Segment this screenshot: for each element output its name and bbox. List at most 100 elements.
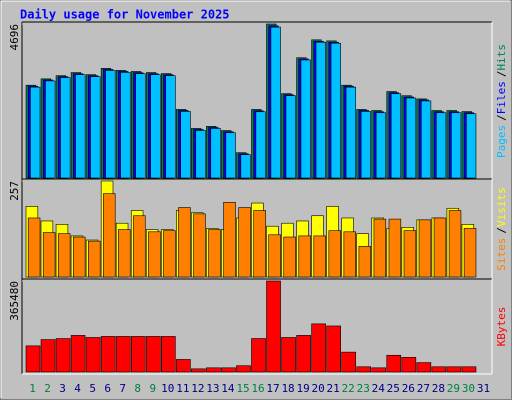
bar [133,215,146,278]
chart-title: Daily usage for November 2025 [20,8,230,22]
bar [72,236,86,278]
bar [240,154,251,179]
x-tick-label: 31 [477,382,490,395]
bar [345,86,357,179]
bar [405,97,417,179]
y-tick-label: 4696 [8,24,21,51]
legend: KBytes [495,307,508,347]
x-tick-label: 21 [327,382,340,395]
bar [130,336,146,373]
bar [115,336,131,373]
x-tick-label: 24 [372,382,386,395]
bar [326,325,341,373]
legend-separator: / [495,227,508,234]
bar [373,218,387,278]
bar [163,230,176,278]
bar [221,367,236,373]
x-tick-label: 11 [176,382,189,395]
bar [180,111,191,179]
x-tick-label: 9 [149,382,156,395]
bar [150,74,161,179]
bar [148,231,161,278]
x-tick-label: 7 [119,382,126,395]
bar [176,359,191,373]
bar [55,338,71,373]
x-tick-label: 26 [402,382,415,395]
bar [208,229,221,278]
bar [356,366,372,373]
bar [341,351,357,373]
x-tick-label: 14 [221,382,235,395]
x-tick-label: 2 [44,382,51,395]
x-tick-label: 20 [312,382,325,395]
bar [390,93,402,179]
bar [165,75,176,179]
x-tick-label: 22 [342,382,355,395]
bar [375,112,387,179]
bar [45,80,56,179]
legend: Sites /Visits [495,187,508,271]
bar [193,213,206,278]
x-tick-label: 5 [89,382,96,395]
bar [433,217,447,278]
bar [420,100,432,179]
x-tick-label: 27 [417,382,430,395]
x-tick-label: 19 [296,382,309,395]
bar [210,128,221,179]
x-tick-label: 16 [251,382,264,395]
bar [371,367,387,373]
legend-entry: Visits [495,187,508,227]
x-tick-label: 6 [104,382,111,395]
bar [40,339,56,373]
bar [100,336,116,373]
bar [416,362,432,373]
x-tick-label: 12 [191,382,204,395]
bar [330,42,341,179]
bar [311,323,326,373]
y-tick-label: 365480 [8,281,21,321]
bar [238,207,251,278]
bar [315,41,326,179]
bar [435,112,447,179]
bar [431,366,447,373]
bar [225,132,236,179]
bar [60,77,71,179]
bar [388,218,402,278]
bar [313,235,326,278]
legend-entry: Pages [495,125,508,158]
bar [191,368,206,373]
bar [360,111,372,179]
bar [401,357,417,373]
bar [251,338,266,373]
bar [285,95,296,179]
x-tick-label: 18 [281,382,294,395]
bar [328,230,341,278]
bar [403,230,417,278]
bar [118,229,131,278]
x-tick-label: 15 [236,382,249,395]
bar [85,337,101,373]
bar [268,234,281,278]
x-tick-label: 10 [161,382,174,395]
x-tick-label: 8 [134,382,141,395]
legend-separator: / [495,114,508,121]
bar [281,337,296,373]
bar [105,70,116,179]
y-tick-label: 257 [8,181,21,201]
legend: Pages/Files/Hits [495,44,508,158]
bar [461,366,477,373]
legend-separator: / [495,71,508,78]
bar [296,335,311,373]
bar [120,72,131,179]
legend-entry: KBytes [495,307,508,347]
x-tick-label: 1 [29,382,36,395]
bar [145,336,161,373]
bar [298,235,311,278]
legend-entry: Files [495,81,508,114]
bar [255,111,266,179]
x-tick-label: 17 [266,382,279,395]
bar [103,193,116,278]
bar [195,130,206,179]
bar [88,240,101,278]
